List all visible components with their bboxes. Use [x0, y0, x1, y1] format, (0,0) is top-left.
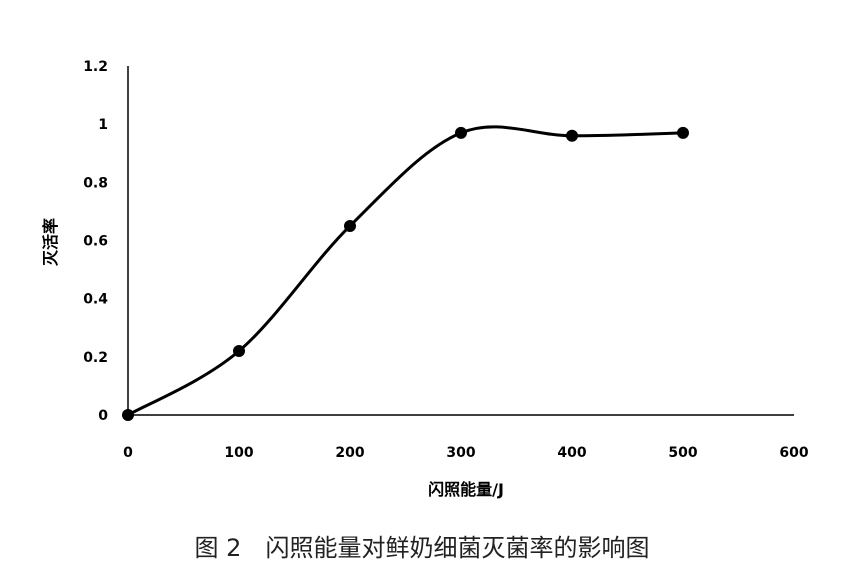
x-axis-title: 闪照能量/J [428, 480, 504, 499]
x-tick-label: 0 [123, 445, 133, 461]
data-point [566, 129, 578, 142]
data-point [344, 219, 356, 232]
x-tick-label: 400 [557, 445, 586, 461]
x-tick-label: 300 [446, 445, 475, 461]
x-tick-label: 100 [224, 445, 253, 461]
data-points [122, 126, 689, 421]
series-line [127, 125, 684, 417]
y-tick-labels: 0 0.2 0.4 0.6 0.8 1 1.2 [83, 59, 108, 424]
y-tick-label: 0.8 [83, 175, 108, 191]
y-tick-label: 1 [98, 117, 108, 133]
y-tick-label: 0.4 [83, 292, 108, 308]
data-point [677, 126, 689, 139]
chart: 0 0.2 0.4 0.6 0.8 1 1.2 0 100 200 300 400 500 600 闪照… [41, 59, 809, 499]
x-tick-label: 200 [335, 445, 364, 461]
y-axis-title: 灭活率 [41, 218, 60, 267]
x-tick-label: 600 [779, 445, 808, 461]
x-tick-labels: 0 100 200 300 400 500 600 [123, 445, 809, 461]
y-tick-label: 0.6 [83, 234, 108, 250]
y-tick-label: 0 [98, 408, 108, 424]
x-tick-label: 500 [668, 445, 697, 461]
data-point [233, 345, 245, 358]
figure-caption: 图 2 闪照能量对鲜奶细菌灭菌率的影响图 [194, 534, 650, 562]
y-tick-label: 1.2 [83, 59, 108, 75]
data-point [122, 409, 134, 421]
data-point [455, 126, 467, 139]
axes [127, 66, 794, 416]
y-tick-label: 0.2 [83, 350, 108, 366]
